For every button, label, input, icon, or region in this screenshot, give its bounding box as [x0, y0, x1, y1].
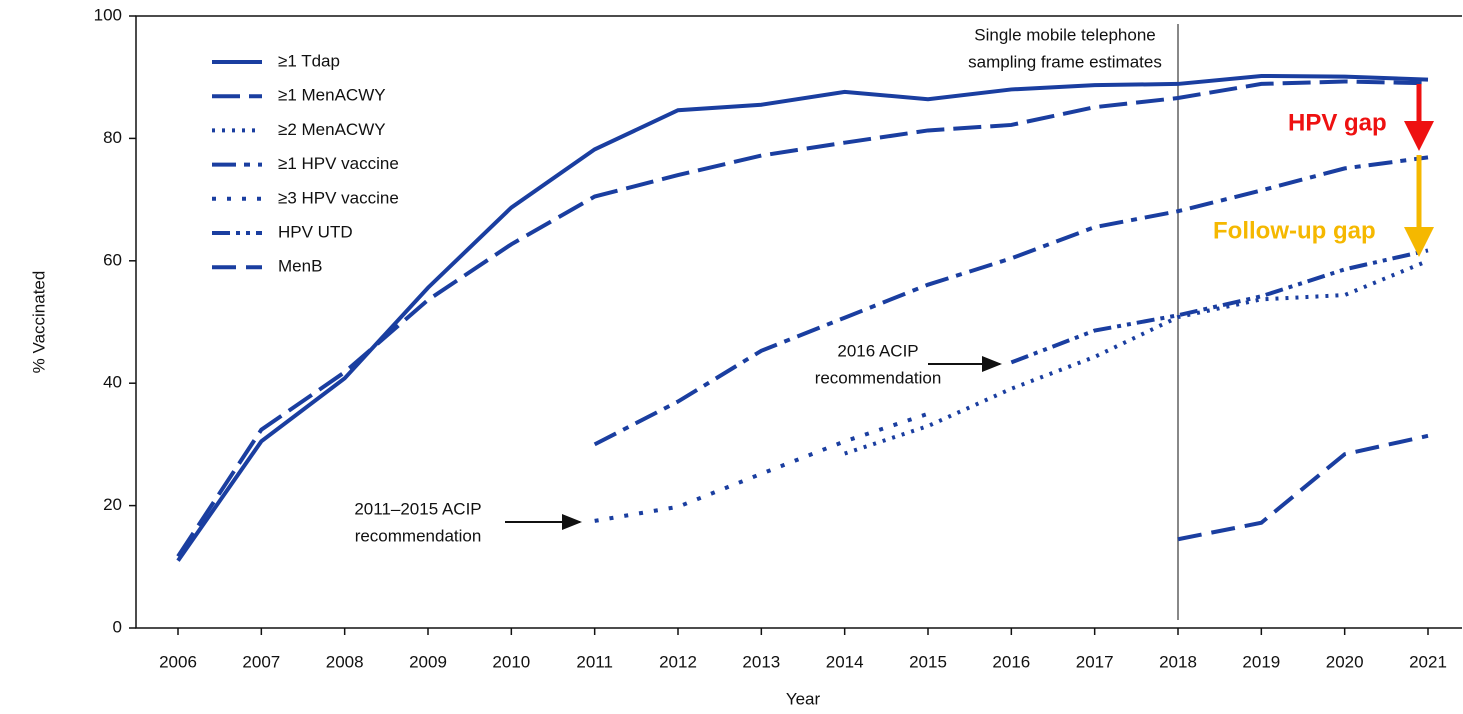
x-tick-label: 2017 [1076, 652, 1114, 671]
x-tick-label: 2015 [909, 652, 947, 671]
x-tick-label: 2021 [1409, 652, 1447, 671]
x-tick-label: 2019 [1242, 652, 1280, 671]
series-line [176, 73, 1429, 562]
series-line [176, 79, 1429, 558]
annotation: recommendation [815, 368, 942, 387]
x-tick-label: 2013 [742, 652, 780, 671]
y-tick-label: 80 [103, 128, 122, 147]
x-tick-label: 2011 [576, 652, 613, 671]
x-tick-label: 2009 [409, 652, 447, 671]
series-line [593, 155, 1429, 447]
annotation: HPV gap [1288, 109, 1387, 136]
annotation: 2016 ACIP [837, 341, 918, 360]
legend-label: ≥1 HPV vaccine [278, 154, 399, 173]
y-axis-label: % Vaccinated [29, 271, 48, 374]
y-tick-label: 60 [103, 250, 122, 269]
x-tick-label: 2012 [659, 652, 697, 671]
y-tick-label: 20 [103, 495, 122, 514]
plot-frame [135, 15, 1462, 629]
legend-label: MenB [278, 257, 322, 276]
series-line [844, 258, 1429, 456]
x-tick-label: 2018 [1159, 652, 1197, 671]
x-axis-label: Year [786, 689, 821, 708]
x-tick-label: 2020 [1326, 652, 1364, 671]
legend-label: ≥3 HPV vaccine [278, 188, 399, 207]
annotation: Single mobile telephone [974, 25, 1155, 44]
series-line [1177, 433, 1429, 542]
series-line [1010, 248, 1429, 365]
annotation: sampling frame estimates [968, 52, 1162, 71]
x-tick-label: 2008 [326, 652, 364, 671]
legend-label: ≥1 MenACWY [278, 86, 386, 105]
x-tick-label: 2016 [992, 652, 1030, 671]
x-tick-label: 2006 [159, 652, 197, 671]
y-tick-label: 0 [113, 617, 122, 636]
x-tick-label: 2014 [826, 652, 864, 671]
x-tick-label: 2010 [492, 652, 530, 671]
legend-label: HPV UTD [278, 222, 353, 241]
x-tick-label: 2007 [242, 652, 280, 671]
legend-label: ≥1 Tdap [278, 51, 340, 70]
annotation: 2011–2015 ACIP [354, 499, 481, 518]
series-line [594, 411, 929, 523]
annotation: Follow-up gap [1213, 217, 1376, 244]
y-tick-label: 100 [94, 5, 122, 24]
legend-label: ≥2 MenACWY [278, 120, 386, 139]
annotation: recommendation [355, 526, 482, 545]
y-tick-label: 40 [103, 373, 122, 392]
